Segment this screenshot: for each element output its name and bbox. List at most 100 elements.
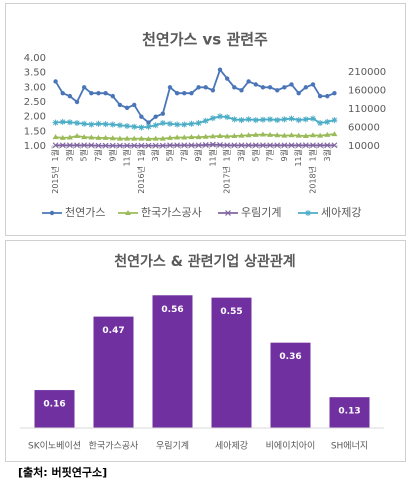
marker xyxy=(274,117,281,124)
marker xyxy=(274,132,281,138)
marker xyxy=(195,134,202,140)
marker xyxy=(116,135,123,141)
x-tick-label: 3월 xyxy=(322,149,332,161)
marker xyxy=(110,93,115,99)
data-label: 0.16 xyxy=(43,400,65,410)
marker xyxy=(131,123,138,130)
marker xyxy=(145,142,152,149)
marker xyxy=(174,142,181,149)
marker xyxy=(81,120,88,127)
marker xyxy=(331,117,338,124)
marker xyxy=(196,85,201,90)
marker xyxy=(95,120,102,127)
marker xyxy=(74,120,81,127)
marker xyxy=(259,116,266,123)
x-tick-label: 11월 xyxy=(207,149,217,167)
bar xyxy=(211,297,252,428)
marker xyxy=(267,142,273,149)
marker xyxy=(167,142,173,149)
marker xyxy=(252,131,259,137)
marker xyxy=(217,67,223,72)
marker xyxy=(139,114,144,119)
series-line xyxy=(54,67,335,124)
marker xyxy=(238,142,245,149)
x-tick-label: 9월 xyxy=(279,149,289,161)
chart-title: 천연가스 & 관련기업 상관관계 xyxy=(114,253,295,270)
marker xyxy=(131,142,138,149)
marker xyxy=(74,132,81,138)
marker xyxy=(74,99,80,105)
marker xyxy=(324,118,331,125)
marker xyxy=(282,85,287,90)
marker xyxy=(274,142,281,149)
marker xyxy=(275,88,280,93)
marker xyxy=(281,132,288,138)
marker xyxy=(232,85,237,90)
marker xyxy=(132,102,137,108)
marker xyxy=(209,115,216,122)
x-tick-label: SK이노베이션 xyxy=(28,441,81,452)
marker xyxy=(303,85,309,90)
x-tick-label: 3월 xyxy=(150,149,160,161)
x-tick-label: 9월 xyxy=(193,149,203,161)
y-tick-label: 3.50 xyxy=(24,68,46,79)
marker xyxy=(166,134,173,140)
marker xyxy=(310,142,316,149)
marker xyxy=(324,131,331,137)
y2-tick-label: 10000 xyxy=(348,141,380,152)
marker xyxy=(252,142,259,149)
x-tick-label: 7월 xyxy=(93,149,103,161)
marker xyxy=(145,135,152,141)
marker xyxy=(74,142,80,149)
marker xyxy=(59,134,66,140)
marker xyxy=(124,122,131,129)
marker xyxy=(138,124,145,131)
marker xyxy=(225,210,231,216)
x-tick-label: 1월 xyxy=(222,149,232,161)
marker xyxy=(259,131,266,137)
marker xyxy=(324,142,331,149)
x-tick-label: 9월 xyxy=(107,149,117,161)
marker xyxy=(59,118,66,125)
x-tick-label: SH에너지 xyxy=(331,441,368,452)
x-tick-label: 1월 xyxy=(307,149,317,161)
marker xyxy=(217,113,224,120)
marker xyxy=(309,115,316,122)
y2-tick-label: 210000 xyxy=(348,67,386,78)
marker xyxy=(331,131,338,137)
marker xyxy=(102,134,109,140)
series-line xyxy=(55,143,335,147)
data-label: 0.13 xyxy=(338,407,360,417)
marker xyxy=(103,91,108,96)
marker xyxy=(188,142,195,149)
marker xyxy=(188,120,195,127)
marker xyxy=(317,132,324,138)
marker xyxy=(124,142,130,149)
marker xyxy=(325,93,330,99)
data-label: 0.56 xyxy=(161,305,183,315)
series-line xyxy=(55,115,335,129)
marker xyxy=(189,91,194,96)
marker xyxy=(295,117,302,124)
x-tick-label: 3월 xyxy=(64,149,74,161)
x-tick-label: 1월 xyxy=(136,149,146,161)
marker xyxy=(153,114,158,119)
x-tick-label: 11월 xyxy=(293,149,303,167)
marker xyxy=(131,135,138,141)
marker xyxy=(66,142,73,149)
marker xyxy=(88,134,95,140)
marker xyxy=(224,76,230,81)
data-label: 0.47 xyxy=(102,326,124,336)
marker xyxy=(102,142,109,149)
marker xyxy=(195,142,202,149)
legend-label: 한국가스공사 xyxy=(141,206,202,219)
marker xyxy=(302,116,309,123)
marker xyxy=(59,142,66,149)
marker xyxy=(181,142,188,149)
marker xyxy=(138,135,145,141)
y2-tick-label: 110000 xyxy=(348,104,386,115)
marker xyxy=(245,142,252,149)
x-tick-label: 3월 xyxy=(236,149,246,161)
marker xyxy=(288,115,295,122)
